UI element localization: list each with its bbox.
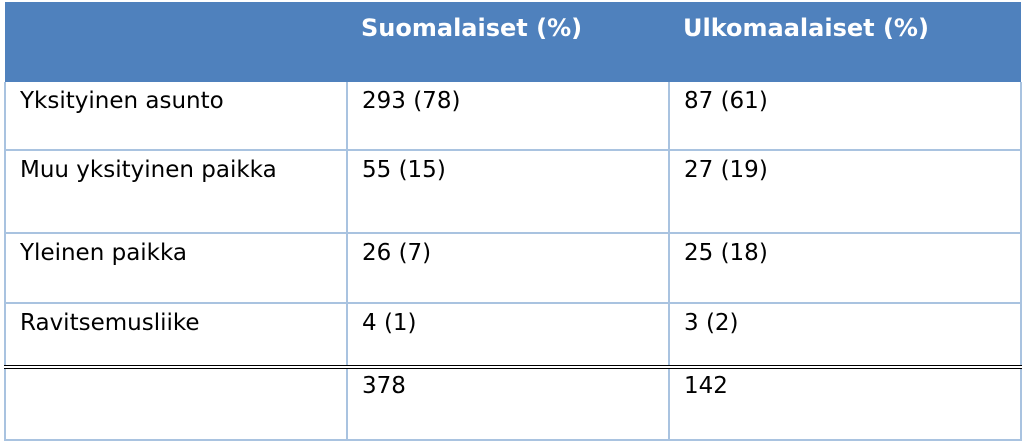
data-table-container: Suomalaiset (%) Ulkomaalaiset (%) Yksity… bbox=[4, 2, 1022, 442]
total-ulkomaalaiset: 142 bbox=[668, 365, 1022, 441]
cell-ulkomaalaiset: 3 (2) bbox=[668, 303, 1022, 368]
cell-suomalaiset: 293 (78) bbox=[346, 82, 670, 151]
table-row: Muu yksityinen paikka 55 (15) 27 (19) bbox=[4, 150, 1022, 234]
total-label bbox=[4, 365, 348, 441]
cell-ulkomaalaiset: 87 (61) bbox=[668, 82, 1022, 151]
total-row: 378 142 bbox=[4, 365, 1022, 441]
total-suomalaiset: 378 bbox=[346, 365, 670, 441]
cell-suomalaiset: 26 (7) bbox=[346, 233, 670, 304]
table-body: Yksityinen asunto 293 (78) 87 (61) Muu y… bbox=[4, 82, 1022, 441]
table-row: Yksityinen asunto 293 (78) 87 (61) bbox=[4, 82, 1022, 151]
row-label: Yleinen paikka bbox=[4, 233, 348, 304]
header-cell-empty bbox=[5, 2, 347, 82]
data-table: Suomalaiset (%) Ulkomaalaiset (%) Yksity… bbox=[4, 2, 1022, 441]
table-row: Ravitsemusliike 4 (1) 3 (2) bbox=[4, 303, 1022, 368]
cell-ulkomaalaiset: 27 (19) bbox=[668, 150, 1022, 234]
header-cell-ulkomaalaiset: Ulkomaalaiset (%) bbox=[669, 2, 1021, 82]
table-header: Suomalaiset (%) Ulkomaalaiset (%) bbox=[5, 2, 1021, 82]
cell-suomalaiset: 4 (1) bbox=[346, 303, 670, 368]
cell-ulkomaalaiset: 25 (18) bbox=[668, 233, 1022, 304]
row-label: Ravitsemusliike bbox=[4, 303, 348, 368]
header-cell-suomalaiset: Suomalaiset (%) bbox=[347, 2, 669, 82]
header-row: Suomalaiset (%) Ulkomaalaiset (%) bbox=[5, 2, 1021, 82]
row-label: Yksityinen asunto bbox=[4, 82, 348, 151]
table-row: Yleinen paikka 26 (7) 25 (18) bbox=[4, 233, 1022, 304]
row-label: Muu yksityinen paikka bbox=[4, 150, 348, 234]
cell-suomalaiset: 55 (15) bbox=[346, 150, 670, 234]
